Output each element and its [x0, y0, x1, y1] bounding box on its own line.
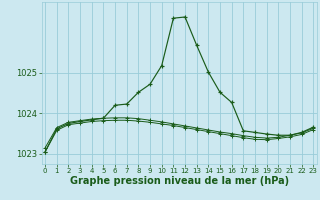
X-axis label: Graphe pression niveau de la mer (hPa): Graphe pression niveau de la mer (hPa)	[70, 176, 289, 186]
